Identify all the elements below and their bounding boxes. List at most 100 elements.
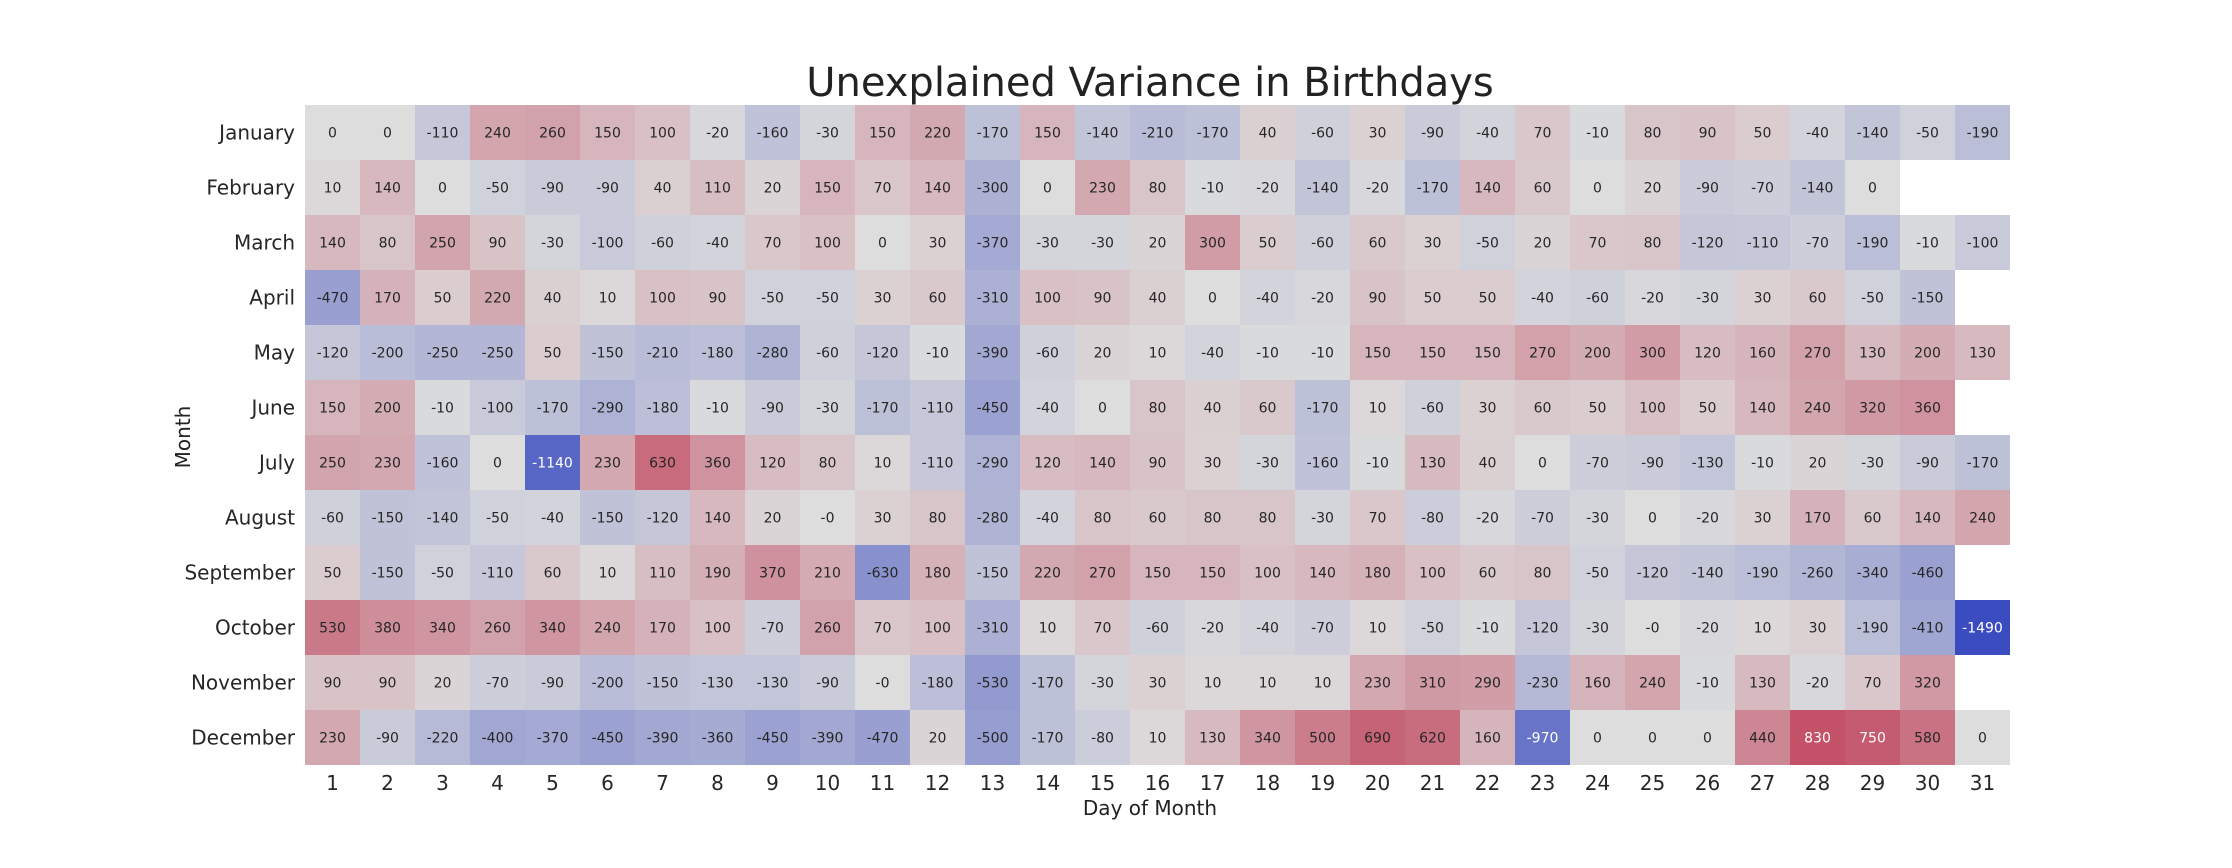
heatmap-cell	[690, 655, 745, 710]
cell-value-label: -310	[977, 291, 1009, 307]
heatmap-cell	[525, 435, 580, 490]
cell-value-label: 140	[1309, 566, 1336, 582]
x-tick-label: 10	[815, 771, 840, 795]
cell-value-label: 60	[929, 291, 947, 307]
cell-value-label: 50	[324, 566, 342, 582]
cell-value-label: -50	[1421, 621, 1444, 637]
heatmap-cell	[1405, 160, 1460, 215]
cell-value-label: -70	[1806, 236, 1829, 252]
cell-value-label: 530	[319, 621, 346, 637]
cell-value-label: -10	[1476, 621, 1499, 637]
heatmap-cell	[965, 435, 1020, 490]
heatmap-cell	[305, 215, 360, 270]
heatmap-cell	[1295, 600, 1350, 655]
heatmap-cell	[1460, 600, 1515, 655]
cell-value-label: -70	[761, 621, 784, 637]
x-tick-label: 28	[1805, 771, 1830, 795]
cell-value-label: -160	[1307, 456, 1339, 472]
cell-value-label: 80	[1094, 511, 1112, 527]
x-tick-label: 9	[766, 771, 779, 795]
heatmap-cell	[1735, 325, 1790, 380]
cell-value-label: 100	[814, 236, 841, 252]
heatmap-cell	[580, 655, 635, 710]
cell-value-label: -80	[1091, 731, 1114, 747]
heatmap-cell	[1845, 270, 1900, 325]
heatmap-cell	[1020, 325, 1075, 380]
heatmap-cell	[1240, 380, 1295, 435]
cell-value-label: 60	[1479, 566, 1497, 582]
x-tick-label: 11	[870, 771, 895, 795]
cell-value-label: 90	[324, 676, 342, 692]
cell-value-label: -90	[816, 676, 839, 692]
cell-value-label: -10	[431, 401, 454, 417]
cell-value-label: -30	[1861, 456, 1884, 472]
heatmap-cell	[1295, 380, 1350, 435]
heatmap-cell	[690, 600, 745, 655]
cell-value-label: 60	[1809, 291, 1827, 307]
cell-value-label: 200	[1584, 346, 1611, 362]
heatmap-cell	[360, 490, 415, 545]
cell-value-label: -340	[1857, 566, 1889, 582]
cell-value-label: 110	[704, 181, 731, 197]
cell-value-label: -1490	[1962, 621, 2003, 637]
heatmap-cell	[470, 600, 525, 655]
cell-value-label: 80	[1149, 401, 1167, 417]
cell-value-label: 90	[1149, 456, 1167, 472]
cell-value-label: 20	[1149, 236, 1167, 252]
cell-value-label: 70	[1864, 676, 1882, 692]
heatmap-cell	[305, 160, 360, 215]
heatmap-cell	[525, 600, 580, 655]
cell-value-label: -250	[482, 346, 514, 362]
heatmap-cell	[1570, 380, 1625, 435]
cell-value-label: -180	[922, 676, 954, 692]
cell-value-label: 100	[1419, 566, 1446, 582]
cell-value-label: -110	[1747, 236, 1779, 252]
heatmap-cell	[800, 490, 855, 545]
cell-value-label: 80	[1534, 566, 1552, 582]
heatmap-cell	[1735, 655, 1790, 710]
cell-value-label: -40	[1201, 346, 1224, 362]
heatmap-cell	[1020, 215, 1075, 270]
x-tick-label: 6	[601, 771, 614, 795]
cell-value-label: 240	[1969, 511, 1996, 527]
heatmap-cell	[415, 215, 470, 270]
heatmap-cell	[1460, 325, 1515, 380]
heatmap-cell	[1240, 545, 1295, 600]
cell-value-label: 140	[319, 236, 346, 252]
cell-value-label: 260	[484, 621, 511, 637]
cell-value-label: 150	[1034, 126, 1061, 142]
cell-value-label: -190	[1857, 621, 1889, 637]
cell-value-label: -260	[1802, 566, 1834, 582]
heatmap-cell	[1625, 600, 1680, 655]
cell-value-label: -470	[867, 731, 899, 747]
cell-value-label: -60	[1146, 621, 1169, 637]
heatmap-cell	[1680, 160, 1735, 215]
heatmap-cell	[800, 215, 855, 270]
heatmap-cell	[910, 380, 965, 435]
heatmap-cell	[1845, 105, 1900, 160]
heatmap-cell	[1570, 270, 1625, 325]
cell-value-label: -140	[427, 511, 459, 527]
heatmap-cell	[1185, 490, 1240, 545]
cell-value-label: 100	[649, 126, 676, 142]
heatmap-cell	[1460, 270, 1515, 325]
heatmap-cell	[1295, 490, 1350, 545]
heatmap-cell	[1845, 380, 1900, 435]
cell-value-label: -120	[647, 511, 679, 527]
heatmap-cell	[1405, 435, 1460, 490]
cell-value-label: 120	[1034, 456, 1061, 472]
heatmap-cell	[415, 655, 470, 710]
cell-value-label: 80	[379, 236, 397, 252]
cell-value-label: -180	[702, 346, 734, 362]
cell-value-label: 140	[924, 181, 951, 197]
cell-value-label: 10	[599, 566, 617, 582]
cell-value-label: 220	[484, 291, 511, 307]
cell-value-label: -60	[1586, 291, 1609, 307]
heatmap-cell	[360, 380, 415, 435]
heatmap-cell	[910, 105, 965, 160]
cell-value-label: 340	[1254, 731, 1281, 747]
cell-value-label: 150	[869, 126, 896, 142]
heatmap-cell	[1295, 435, 1350, 490]
cell-value-label: 20	[1094, 346, 1112, 362]
heatmap-cell	[1130, 490, 1185, 545]
